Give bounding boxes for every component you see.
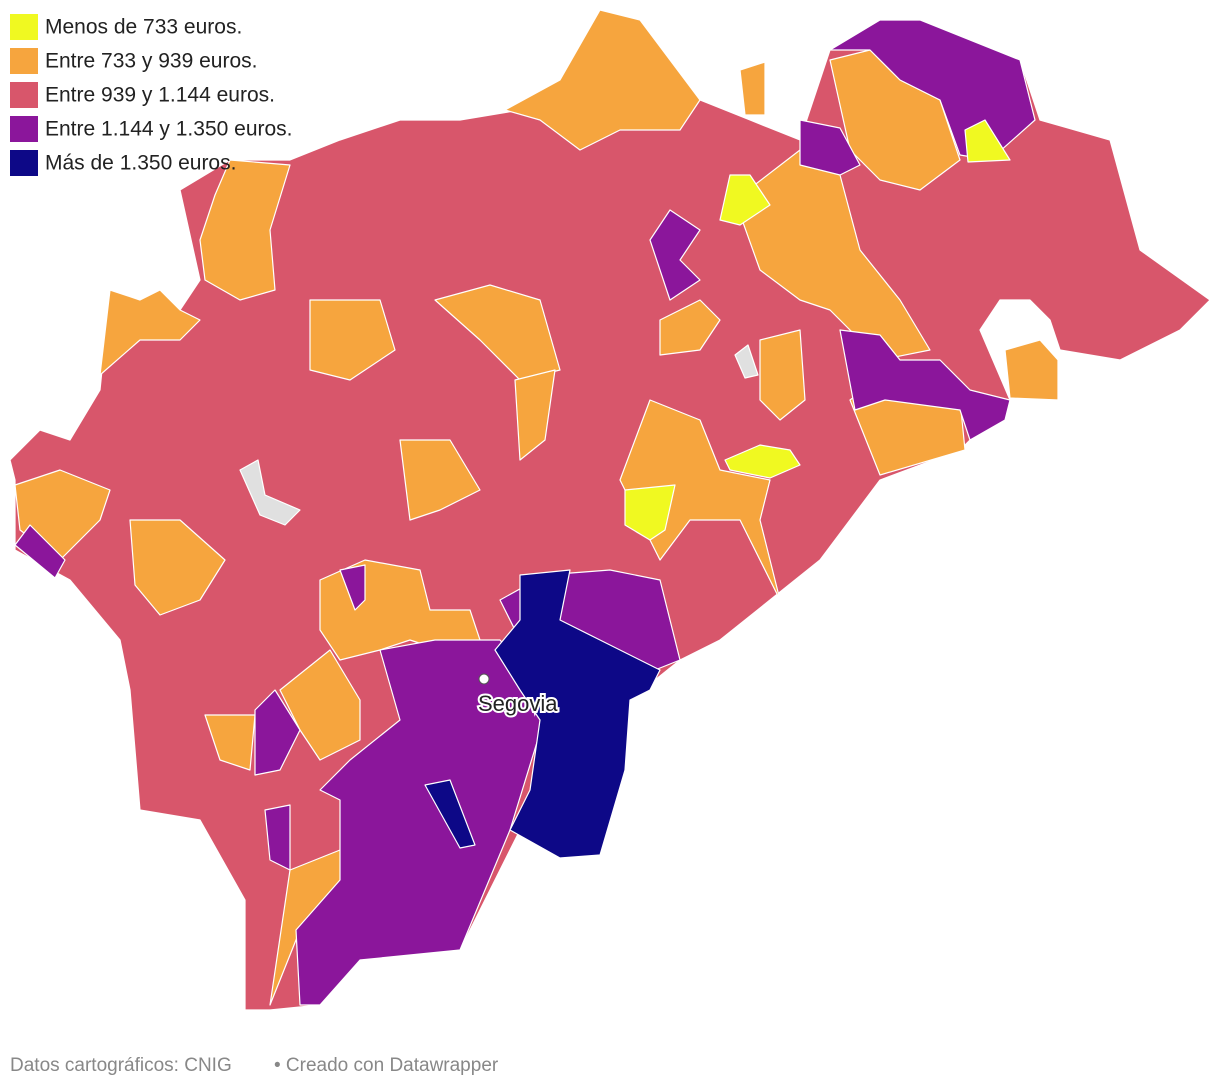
region xyxy=(254,689,301,776)
region xyxy=(399,439,481,521)
region xyxy=(14,524,66,579)
region xyxy=(264,804,291,871)
legend-swatch xyxy=(10,150,38,176)
region xyxy=(759,329,806,421)
region xyxy=(204,714,256,771)
region xyxy=(424,779,476,849)
no-data-region xyxy=(734,344,759,379)
legend-swatch xyxy=(10,82,38,108)
legend-label: Entre 1.144 y 1.350 euros. xyxy=(45,118,293,141)
province xyxy=(9,9,1211,1011)
legend-label: Entre 733 y 939 euros. xyxy=(45,50,257,73)
legend-swatch xyxy=(10,48,38,74)
region xyxy=(494,569,661,859)
region xyxy=(339,564,366,611)
legend-swatch xyxy=(10,14,38,40)
regions xyxy=(9,9,1211,1011)
legend-label: Entre 939 y 1.144 euros. xyxy=(45,84,275,107)
region xyxy=(309,299,396,381)
region xyxy=(129,519,226,616)
region xyxy=(434,284,561,381)
region xyxy=(964,119,1011,163)
region xyxy=(514,369,556,461)
region xyxy=(739,61,766,116)
legend-swatch xyxy=(10,116,38,142)
region xyxy=(504,9,701,151)
region xyxy=(839,329,1011,441)
no-data-region xyxy=(239,459,301,526)
region xyxy=(624,484,676,541)
legend-label: Más de 1.350 euros. xyxy=(45,152,236,175)
city-marker xyxy=(478,673,490,685)
city-label: Segovia xyxy=(478,691,558,716)
footer-credit: • Creado con Datawrapper xyxy=(274,1055,499,1076)
region xyxy=(724,444,801,479)
region xyxy=(649,209,701,301)
region xyxy=(719,174,771,226)
region xyxy=(199,159,291,301)
region xyxy=(799,119,861,176)
region xyxy=(1004,339,1059,401)
legend-label: Menos de 733 euros. xyxy=(45,16,242,39)
region xyxy=(99,289,201,376)
footer-source: Datos cartográficos: CNIG xyxy=(10,1055,232,1076)
legend: Menos de 733 euros. Entre 733 y 939 euros… xyxy=(10,14,293,176)
region xyxy=(659,299,721,356)
